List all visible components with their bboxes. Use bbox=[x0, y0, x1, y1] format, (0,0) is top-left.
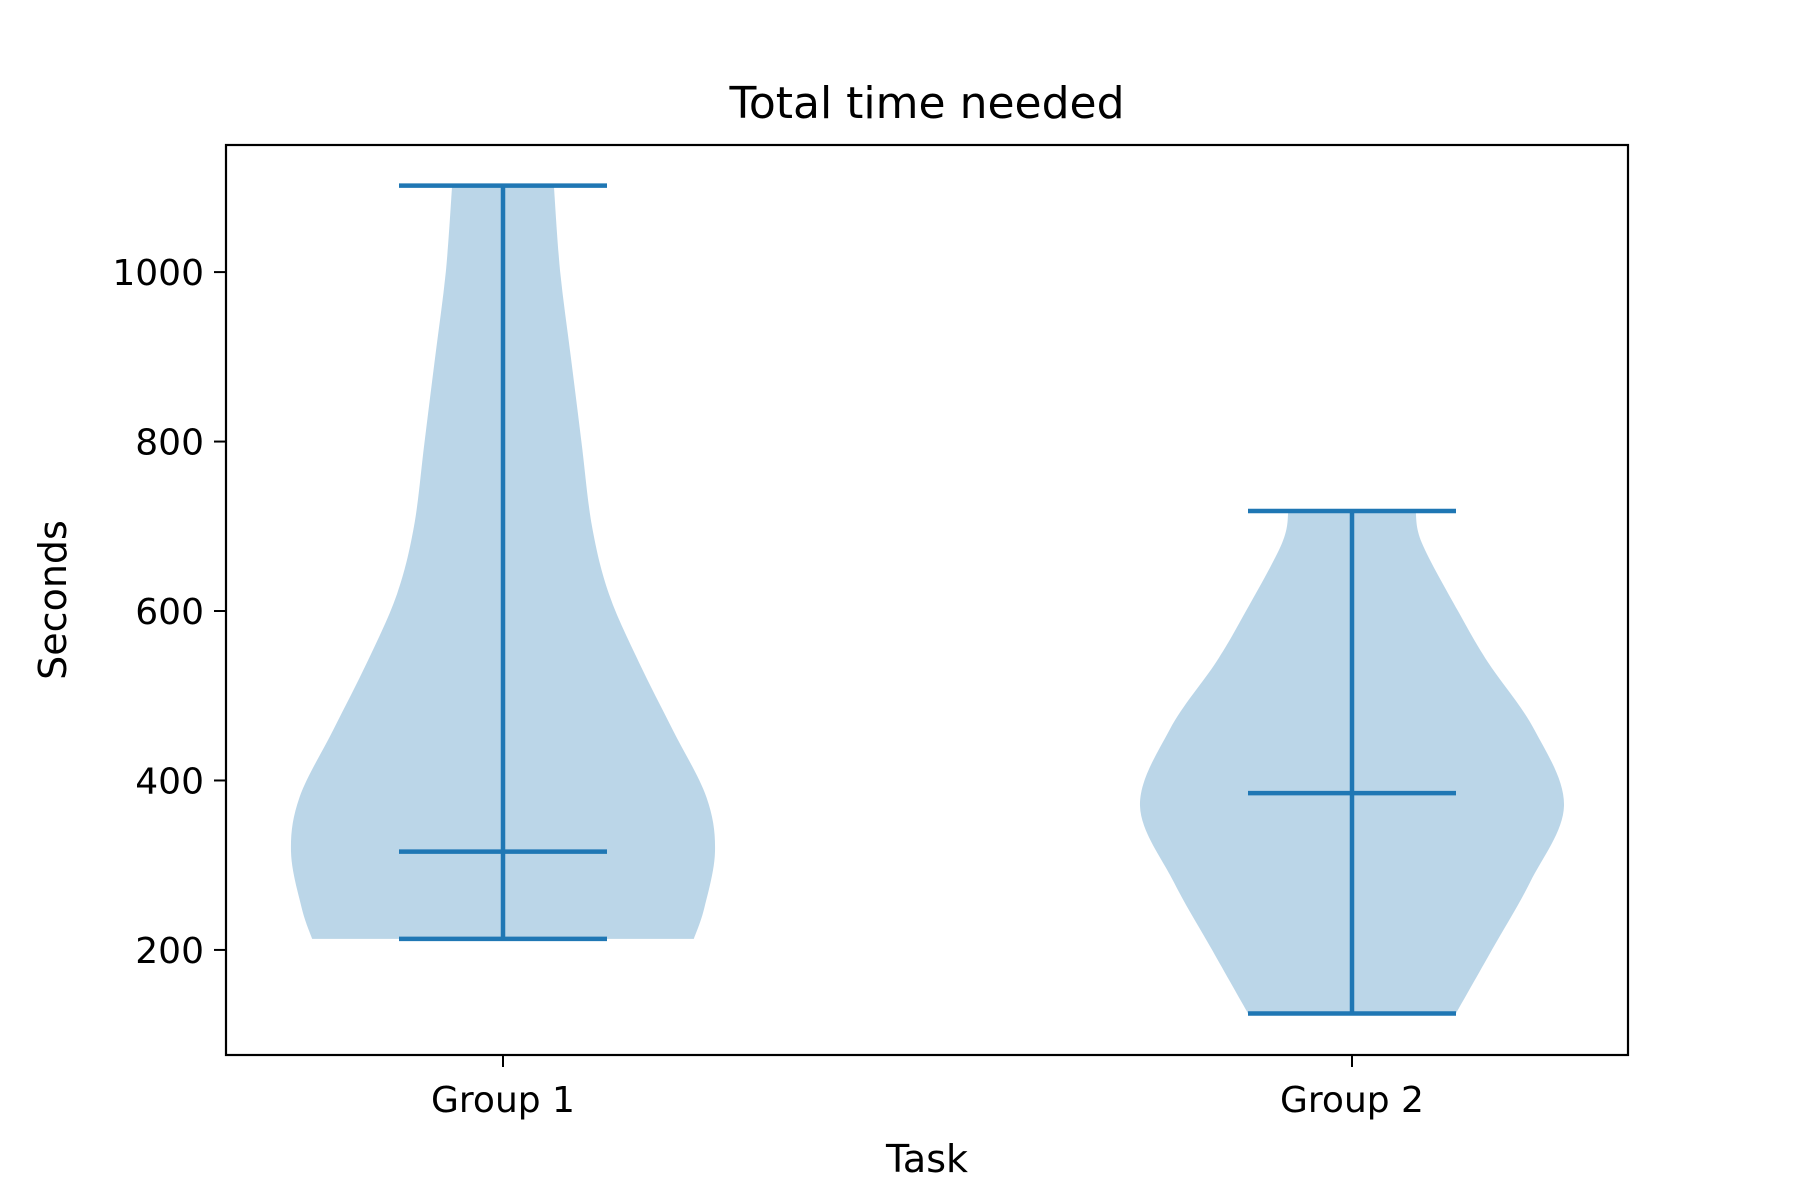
y-axis: 200 400 600 800 1000 bbox=[112, 253, 226, 972]
violin-bodies bbox=[290, 185, 1565, 1014]
y-tick-label-1: 200 bbox=[135, 931, 204, 972]
y-axis-label: Seconds bbox=[31, 520, 75, 680]
violin-stat-lines bbox=[399, 183, 1456, 1016]
plot-frame bbox=[224, 143, 1630, 1057]
x-axis: Group 1 Group 2 bbox=[431, 1055, 1424, 1121]
y-tick-label-2: 400 bbox=[135, 761, 204, 802]
y-tick-label-4: 800 bbox=[135, 423, 204, 464]
chart-title: Total time needed bbox=[728, 78, 1124, 129]
y-tick-label-5: 1000 bbox=[112, 253, 204, 294]
y-tick-label-3: 600 bbox=[135, 592, 204, 633]
x-tick-label-1: Group 1 bbox=[431, 1080, 575, 1121]
x-tick-label-2: Group 2 bbox=[1280, 1080, 1424, 1121]
x-axis-label: Task bbox=[885, 1137, 968, 1181]
